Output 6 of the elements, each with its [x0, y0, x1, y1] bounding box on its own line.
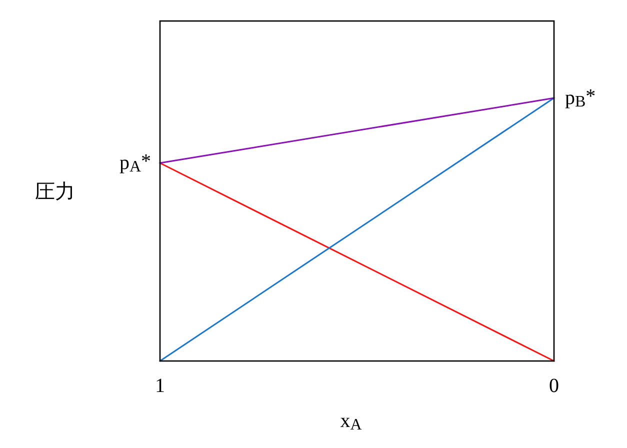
- x-axis-title: x$_{A}$: [340, 410, 362, 434]
- x-tick-label: 1: [155, 375, 165, 397]
- annotation: p$_{A}$*: [119, 150, 151, 176]
- x-tick-label: 0: [549, 375, 559, 397]
- annotation: p$_{B}$*: [565, 86, 596, 110]
- y-axis-title: 圧力: [35, 181, 75, 203]
